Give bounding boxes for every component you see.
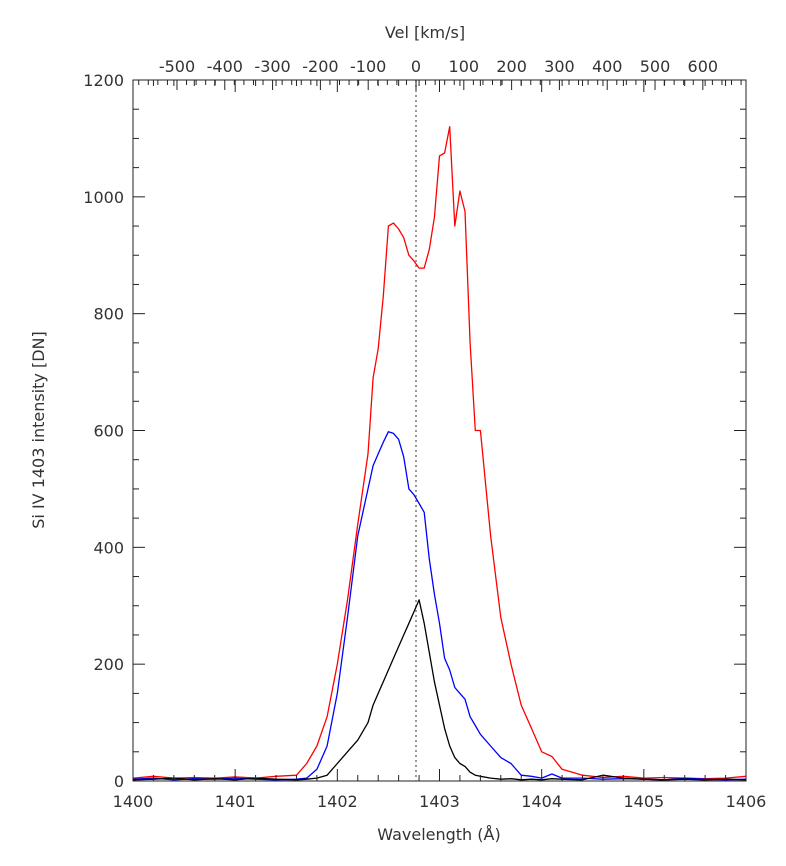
velocity-tick-label: -200 <box>302 57 338 76</box>
x-tick-label: 1405 <box>623 792 664 811</box>
velocity-tick-label: 400 <box>592 57 623 76</box>
y-tick-label: 400 <box>93 538 124 557</box>
x-tick-label: 1402 <box>317 792 358 811</box>
x-axis-ticks: 1400 1401 1402 1403 1404 1405 1406 <box>113 80 767 811</box>
velocity-tick-label: 300 <box>544 57 575 76</box>
y-tick-label: 1200 <box>83 71 124 90</box>
x-tick-label: 1404 <box>521 792 562 811</box>
velocity-tick-label: -400 <box>207 57 243 76</box>
velocity-axis-title: Vel [km/s] <box>385 23 465 42</box>
y-axis-ticks: 0 200 400 600 800 1000 1200 <box>83 71 746 791</box>
velocity-tick-label: 500 <box>640 57 671 76</box>
y-tick-label: 0 <box>114 772 124 791</box>
velocity-tick-label: 100 <box>449 57 480 76</box>
x-axis-title: Wavelength (Å) <box>377 825 500 844</box>
y-tick-label: 1000 <box>83 188 124 207</box>
velocity-tick-label: -500 <box>159 57 195 76</box>
x-tick-label: 1400 <box>113 792 154 811</box>
x-tick-label: 1403 <box>419 792 460 811</box>
velocity-tick-label: 600 <box>688 57 719 76</box>
plot-frame <box>132 79 747 782</box>
velocity-tick-label: 200 <box>496 57 527 76</box>
series-layer <box>132 126 747 781</box>
x-tick-label: 1406 <box>726 792 767 811</box>
velocity-tick-label: -100 <box>350 57 386 76</box>
series-line-2 <box>132 431 747 781</box>
series-line-1 <box>132 126 747 780</box>
velocity-tick-label: 0 <box>411 57 421 76</box>
velocity-tick-label: -300 <box>254 57 290 76</box>
y-tick-label: 600 <box>93 422 124 441</box>
y-tick-label: 200 <box>93 655 124 674</box>
y-tick-label: 800 <box>93 305 124 324</box>
y-axis-title: Si IV 1403 intensity [DN] <box>29 331 48 528</box>
x-tick-label: 1401 <box>215 792 256 811</box>
plot-border <box>132 79 747 782</box>
velocity-axis-ticks: -500 -400 -300 -200 -100 0 100 200 300 400 500 600 <box>138 57 742 90</box>
